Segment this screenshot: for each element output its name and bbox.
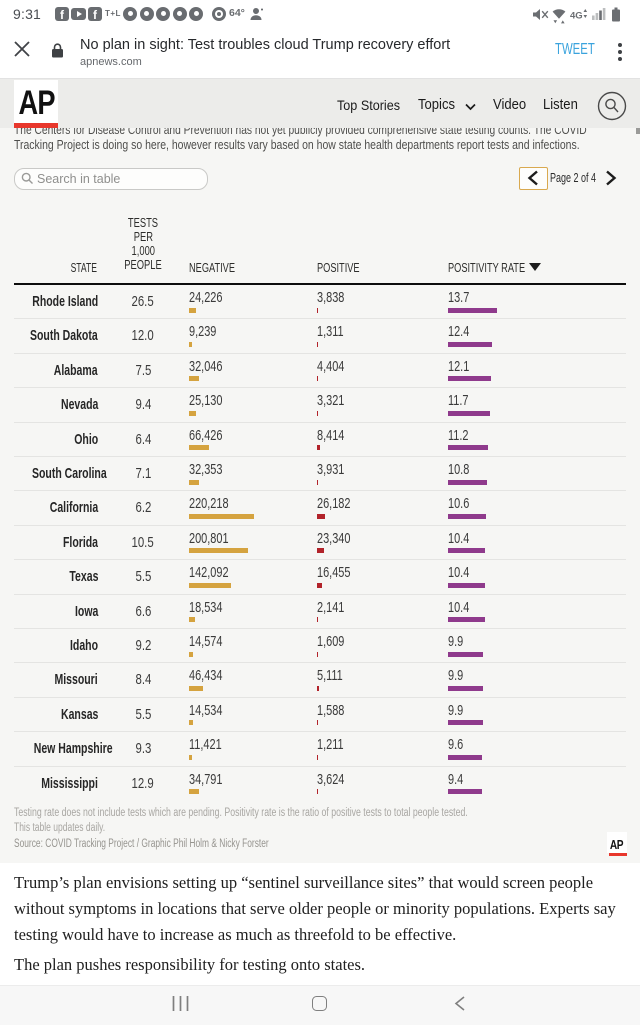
svg-text:4G: 4G: [570, 11, 583, 22]
